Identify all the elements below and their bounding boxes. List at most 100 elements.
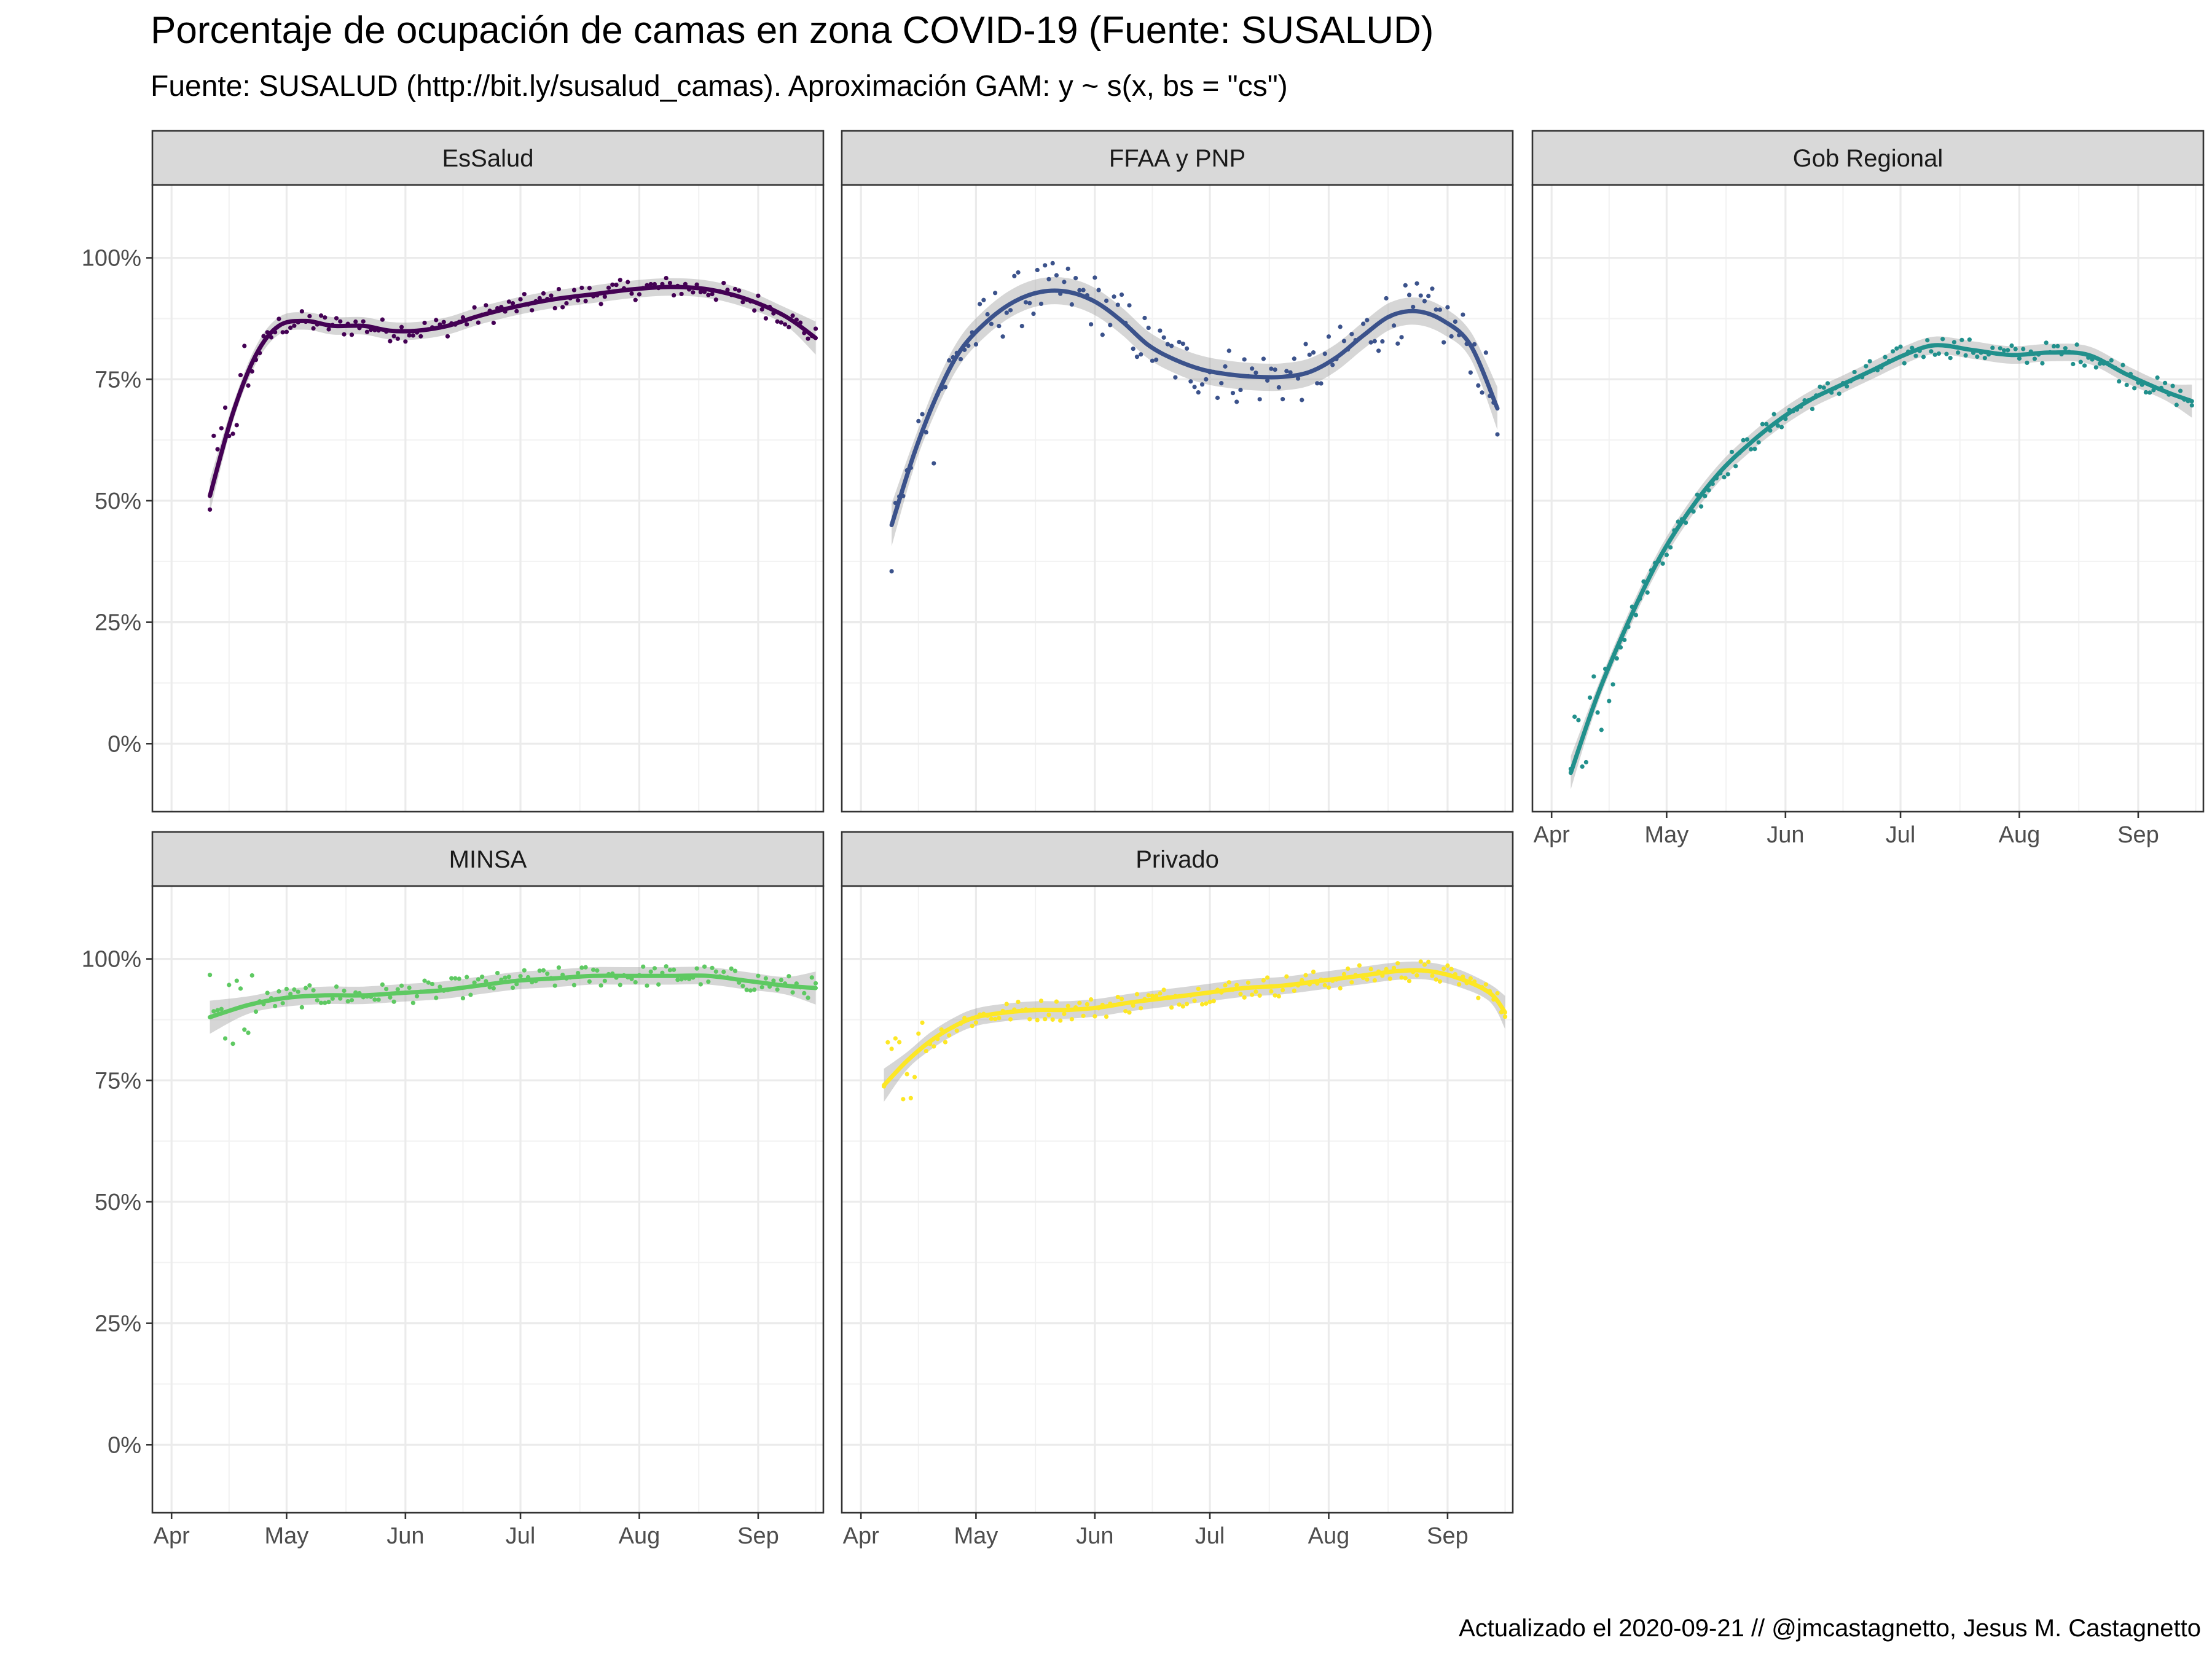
data-point-ffaa-y-pnp	[1406, 292, 1412, 297]
data-point-essalud	[491, 320, 496, 326]
facet-strip-gob-regional	[1531, 130, 2205, 186]
data-point-essalud	[307, 313, 312, 319]
data-point-ffaa-y-pnp	[1349, 332, 1354, 337]
data-point-privado	[1161, 987, 1166, 992]
data-point-ffaa-y-pnp	[1031, 312, 1036, 316]
data-point-minsa	[744, 987, 749, 992]
data-point-privado	[1134, 992, 1140, 997]
data-point-minsa	[729, 966, 734, 971]
data-point-minsa	[806, 995, 810, 1000]
data-point-essalud	[364, 329, 370, 334]
data-point-ffaa-y-pnp	[1204, 377, 1209, 382]
data-point-minsa	[813, 981, 818, 986]
data-point-gob-regional	[1733, 464, 1738, 469]
data-point-minsa	[273, 1003, 278, 1009]
data-point-ffaa-y-pnp	[973, 342, 978, 347]
data-point-gob-regional	[1744, 437, 1750, 442]
data-point-ffaa-y-pnp	[1403, 283, 1408, 288]
data-point-minsa	[748, 988, 753, 993]
data-point-gob-regional	[1902, 361, 1907, 366]
data-point-minsa	[675, 978, 680, 982]
data-point-essalud	[614, 283, 619, 288]
data-point-ffaa-y-pnp	[985, 312, 990, 317]
data-point-privado	[1177, 1002, 1182, 1007]
chart-title: Porcentaje de ocupación de camas en zona…	[151, 9, 1434, 52]
data-point-minsa	[506, 975, 511, 979]
data-point-privado	[1077, 1000, 1082, 1005]
data-point-minsa	[388, 995, 393, 1000]
data-point-ffaa-y-pnp	[1253, 371, 1258, 375]
data-point-ffaa-y-pnp	[1276, 385, 1281, 390]
data-point-essalud	[783, 322, 788, 327]
data-point-minsa	[495, 971, 500, 976]
data-point-ffaa-y-pnp	[1495, 432, 1500, 437]
data-point-gob-regional	[1929, 349, 1934, 354]
data-point-ffaa-y-pnp	[1361, 321, 1366, 326]
data-point-minsa	[503, 975, 508, 980]
data-point-privado	[973, 1020, 978, 1025]
data-point-ffaa-y-pnp	[1019, 324, 1024, 329]
data-point-gob-regional	[1936, 351, 1942, 356]
data-point-privado	[1038, 998, 1044, 1003]
data-point-minsa	[786, 974, 791, 979]
data-point-gob-regional	[2093, 365, 2098, 370]
data-point-minsa	[510, 985, 516, 990]
data-point-minsa	[222, 1036, 228, 1041]
data-point-gob-regional	[1837, 391, 1841, 396]
data-point-essalud	[752, 308, 757, 313]
data-point-gob-regional	[2032, 356, 2037, 361]
data-point-privado	[924, 1048, 928, 1054]
x-tick-label: Aug	[619, 1523, 661, 1549]
data-point-essalud	[786, 324, 791, 329]
data-point-privado	[1257, 993, 1262, 998]
x-tick-label: Sep	[1427, 1523, 1469, 1549]
data-point-ffaa-y-pnp	[1100, 332, 1105, 337]
data-point-essalud	[576, 298, 581, 303]
confidence-band-ffaa-y-pnp	[892, 276, 1497, 547]
data-point-ffaa-y-pnp	[1004, 310, 1009, 315]
data-point-minsa	[323, 1000, 327, 1005]
data-point-ffaa-y-pnp	[916, 418, 921, 423]
data-point-ffaa-y-pnp	[1326, 334, 1332, 339]
data-point-ffaa-y-pnp	[1226, 348, 1231, 353]
data-point-ffaa-y-pnp	[1433, 307, 1438, 312]
data-point-essalud	[246, 383, 251, 388]
data-point-minsa	[514, 982, 519, 987]
x-tick-label: May	[265, 1523, 309, 1549]
data-point-ffaa-y-pnp	[1065, 266, 1070, 272]
data-point-minsa	[253, 1009, 259, 1014]
data-point-gob-regional	[1998, 346, 2002, 351]
data-point-gob-regional	[1588, 695, 1593, 700]
data-point-essalud	[222, 405, 228, 410]
data-point-minsa	[345, 999, 350, 1004]
data-point-privado	[1276, 994, 1281, 998]
data-point-minsa	[595, 968, 600, 973]
data-point-essalud	[652, 281, 657, 287]
data-point-minsa	[307, 983, 312, 988]
data-point-minsa	[740, 984, 745, 989]
data-point-ffaa-y-pnp	[1288, 370, 1293, 375]
data-point-minsa	[545, 971, 550, 976]
data-point-minsa	[457, 976, 461, 981]
data-point-ffaa-y-pnp	[1069, 302, 1074, 307]
data-point-ffaa-y-pnp	[1165, 342, 1170, 347]
data-point-minsa	[465, 975, 469, 979]
x-tick-label: Apr	[154, 1523, 190, 1549]
data-point-ffaa-y-pnp	[1322, 351, 1327, 356]
data-point-gob-regional	[2170, 383, 2175, 388]
data-point-ffaa-y-pnp	[1242, 357, 1247, 362]
data-point-essalud	[410, 333, 415, 338]
data-point-privado	[908, 1096, 913, 1100]
data-point-privado	[1322, 982, 1327, 988]
data-point-essalud	[672, 292, 677, 298]
data-point-ffaa-y-pnp	[931, 461, 936, 466]
data-point-privado	[1081, 1013, 1086, 1018]
panel-background-privado	[842, 886, 1513, 1513]
data-point-ffaa-y-pnp	[1307, 352, 1312, 357]
data-point-ffaa-y-pnp	[1269, 366, 1274, 371]
data-point-privado	[1158, 991, 1163, 996]
data-point-ffaa-y-pnp	[1192, 385, 1197, 390]
data-point-ffaa-y-pnp	[1295, 376, 1301, 381]
data-point-minsa	[410, 1000, 415, 1005]
data-point-ffaa-y-pnp	[1142, 315, 1147, 321]
